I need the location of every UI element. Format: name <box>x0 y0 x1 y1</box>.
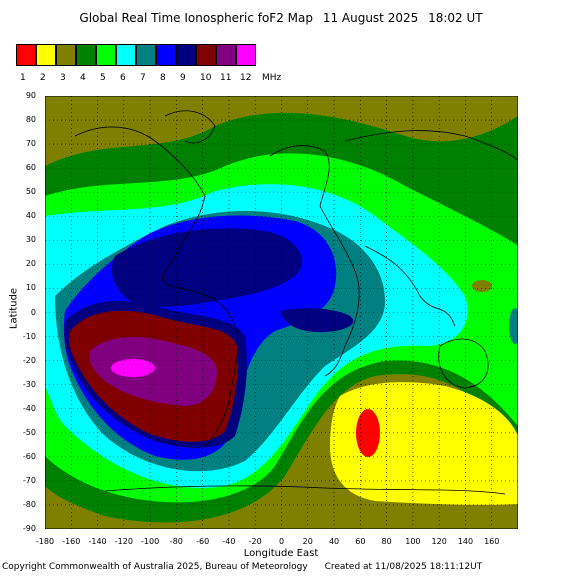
map-title: Global Real Time Ionospheric foF2 Map 11… <box>0 11 562 25</box>
lon-tick-label: -180 <box>35 537 55 546</box>
x-axis-label: Longitude East <box>243 548 319 559</box>
legend-label-9: 9 <box>180 73 186 83</box>
lat-tick-label: -80 <box>22 499 36 509</box>
legend-swatch-1 <box>16 44 36 66</box>
lon-tick-label: -20 <box>248 537 262 546</box>
lon-tick-label: 120 <box>431 537 447 546</box>
title-date: 11 August 2025 <box>322 11 419 25</box>
lat-tick-label: -50 <box>22 427 36 437</box>
europe-africa-coast <box>269 145 360 377</box>
antarctica-coast <box>104 485 506 495</box>
lat-tick-label: 70 <box>25 139 36 149</box>
legend-swatch-10 <box>196 44 216 66</box>
lat-tick-label: -60 <box>22 451 36 461</box>
lon-tick-label: 140 <box>457 537 474 546</box>
band-7mhz-east <box>509 308 518 344</box>
legend-swatch-5 <box>96 44 116 66</box>
legend-label-4: 4 <box>80 73 86 83</box>
legend-swatch-6 <box>116 44 136 66</box>
legend-swatch-11 <box>216 44 236 66</box>
band-1mhz <box>356 409 380 457</box>
legend-swatch-7 <box>136 44 156 66</box>
legend-label-12: 12 <box>240 73 252 83</box>
legend-swatch-3 <box>56 44 76 66</box>
lon-tick-label: -120 <box>114 537 133 546</box>
lat-tick-label: 50 <box>25 187 36 197</box>
legend-label-10: 10 <box>200 73 212 83</box>
australia-coast <box>438 338 489 389</box>
lon-tick-label: 80 <box>381 537 392 546</box>
lon-tick-label: 0 <box>278 537 285 546</box>
lat-tick-label: 10 <box>25 283 36 293</box>
lon-tick-label: -80 <box>169 537 183 546</box>
lon-tick-label: 40 <box>328 537 340 546</box>
title-time: 18:02 UT <box>428 11 483 25</box>
legend-label-8: 8 <box>160 73 166 83</box>
legend-swatch-12 <box>236 44 256 66</box>
lon-tick-label: 20 <box>302 537 313 546</box>
lon-tick-label: 60 <box>355 537 366 546</box>
legend-swatch-4 <box>76 44 96 66</box>
lat-tick-label: 30 <box>25 235 36 245</box>
lat-tick-label: -40 <box>22 403 36 413</box>
lat-tick-label: 40 <box>25 211 36 221</box>
greenland-coast <box>164 110 216 144</box>
lon-tick-label: 100 <box>405 537 421 546</box>
map-plot-area <box>45 96 518 529</box>
legend-label-11: 11 <box>220 73 232 83</box>
legend-swatch-2 <box>36 44 56 66</box>
legend-label-3: 3 <box>60 73 66 83</box>
lon-tick-label: -140 <box>88 537 107 546</box>
lon-tick-label: -100 <box>141 537 160 546</box>
lon-tick-label: -40 <box>222 537 236 546</box>
americas-coast <box>74 126 239 447</box>
asia-north-coast <box>344 130 518 162</box>
lat-tick-label: -70 <box>22 475 36 485</box>
legend-label-7: 7 <box>140 73 146 83</box>
lat-tick-label: -10 <box>22 331 36 341</box>
band-9mhz-north <box>111 228 302 307</box>
legend-label-5: 5 <box>100 73 106 83</box>
legend-swatch-8 <box>156 44 176 66</box>
legend-label-6: 6 <box>120 73 126 83</box>
legend-label-1: 1 <box>20 73 26 83</box>
copyright-text: Copyright Commonwealth of Australia 2025… <box>2 562 308 572</box>
lat-lon-grid <box>45 96 518 529</box>
band-3mhz-pacific <box>472 280 492 292</box>
lat-tick-label: 90 <box>25 91 36 100</box>
legend-unit: MHz <box>262 73 282 83</box>
legend-label-2: 2 <box>40 73 46 83</box>
lon-tick-label: -60 <box>196 537 210 546</box>
lat-tick-label: 20 <box>25 259 36 269</box>
foF2-map <box>45 96 518 529</box>
band-12mhz <box>111 359 155 377</box>
lat-tick-label: 60 <box>25 163 36 173</box>
lat-tick-label: -20 <box>22 355 36 365</box>
lat-tick-label: -30 <box>22 379 36 389</box>
lat-tick-label: 80 <box>25 115 36 125</box>
title-text: Global Real Time Ionospheric foF2 Map <box>79 11 313 25</box>
lon-tick-label: -160 <box>62 537 81 546</box>
legend-swatch-9 <box>176 44 196 66</box>
color-legend <box>16 44 256 66</box>
footer: Copyright Commonwealth of Australia 2025… <box>2 562 482 572</box>
lat-tick-label: -90 <box>22 524 36 533</box>
band-9mhz-atlantic <box>280 308 354 333</box>
band-2mhz <box>330 382 518 505</box>
lon-tick-label: 160 <box>484 537 500 546</box>
lat-tick-label: 0 <box>30 307 36 317</box>
created-timestamp: Created at 11/08/2025 18:11:12UT <box>324 562 483 572</box>
